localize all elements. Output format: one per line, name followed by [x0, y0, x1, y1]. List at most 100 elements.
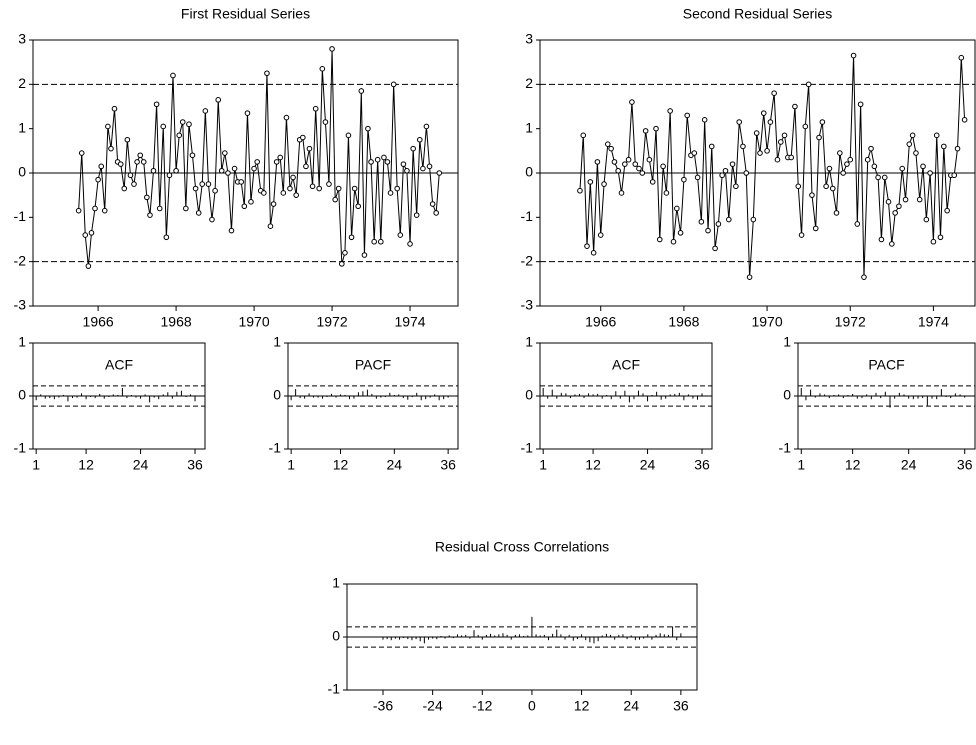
x-tick-label: 36	[187, 457, 203, 473]
point	[277, 154, 284, 161]
point	[715, 221, 722, 227]
point	[923, 216, 930, 223]
y-tick-label: 0	[525, 164, 533, 180]
point	[345, 132, 352, 139]
chart-title: Residual Cross Correlations	[435, 539, 609, 555]
point	[788, 154, 794, 161]
point	[238, 179, 245, 185]
point	[365, 125, 371, 132]
point	[241, 203, 248, 210]
point	[694, 174, 701, 181]
point	[381, 154, 387, 161]
point	[868, 145, 874, 152]
point	[186, 121, 192, 128]
y-tick-label: 2	[525, 75, 533, 91]
y-tick-label: -1	[779, 440, 792, 456]
point	[639, 170, 646, 176]
point	[913, 150, 919, 156]
x-tick-label: 24	[640, 457, 656, 473]
point	[625, 156, 632, 163]
y-tick-label: 1	[273, 334, 281, 350]
x-tick-label: 12	[333, 457, 349, 473]
point	[733, 183, 739, 190]
point	[653, 125, 659, 132]
point	[170, 72, 176, 79]
point	[854, 221, 861, 227]
x-tick-label: 1	[32, 457, 40, 473]
y-tick-label: 0	[783, 387, 791, 403]
point	[322, 119, 329, 125]
point	[306, 145, 313, 152]
y-tick-label: -1	[328, 681, 341, 697]
point	[199, 181, 206, 187]
point	[864, 156, 871, 163]
x-tick-label: 0	[528, 698, 536, 714]
point	[712, 245, 718, 252]
point	[420, 165, 426, 172]
point	[287, 185, 293, 192]
point	[899, 165, 906, 172]
point	[189, 152, 196, 159]
point	[875, 174, 881, 181]
point	[577, 187, 583, 194]
point	[254, 159, 260, 165]
point	[111, 105, 118, 112]
point	[930, 238, 937, 245]
point	[267, 223, 274, 229]
x-tick-label: 24	[901, 457, 917, 473]
point	[642, 128, 649, 134]
point	[622, 161, 628, 167]
point	[705, 227, 711, 234]
point	[358, 88, 365, 94]
x-tick-label: 12	[574, 698, 590, 714]
point	[202, 108, 209, 114]
y-tick-label: -3	[521, 297, 534, 313]
point	[767, 119, 774, 125]
series-line	[78, 48, 440, 267]
point	[377, 238, 384, 245]
point	[798, 232, 805, 238]
y-tick-label: -3	[14, 297, 27, 313]
point	[407, 241, 413, 247]
point	[156, 205, 163, 212]
y-tick-label: -1	[14, 440, 27, 456]
point	[225, 170, 231, 176]
x-tick-label: 1970	[751, 314, 782, 330]
point	[847, 156, 854, 163]
point	[618, 190, 625, 196]
point	[192, 185, 199, 192]
point	[954, 145, 961, 152]
point	[316, 185, 322, 192]
point	[764, 148, 770, 154]
point	[228, 227, 235, 234]
point	[746, 274, 753, 280]
point	[698, 218, 705, 225]
x-tick-label: 1	[539, 457, 547, 473]
point	[861, 274, 867, 280]
y-tick-label: 1	[18, 119, 26, 135]
y-tick-label: 3	[525, 31, 533, 47]
point	[137, 152, 144, 159]
point	[371, 238, 377, 245]
point	[629, 99, 635, 105]
point	[632, 161, 639, 167]
x-tick-label: 24	[623, 698, 639, 714]
x-tick-label: 36	[694, 457, 710, 473]
point	[368, 159, 374, 165]
point	[826, 165, 833, 172]
point	[163, 234, 170, 241]
point	[160, 123, 167, 130]
point	[153, 101, 160, 108]
x-tick-label: 1974	[394, 314, 425, 330]
point	[674, 205, 680, 212]
point	[293, 192, 299, 198]
point	[326, 181, 332, 187]
point	[760, 110, 767, 116]
y-tick-label: 1	[783, 334, 791, 350]
point	[244, 110, 251, 116]
point	[958, 54, 965, 61]
point	[840, 170, 846, 176]
point	[290, 174, 296, 181]
point	[105, 123, 111, 130]
y-tick-label: -1	[521, 208, 534, 224]
